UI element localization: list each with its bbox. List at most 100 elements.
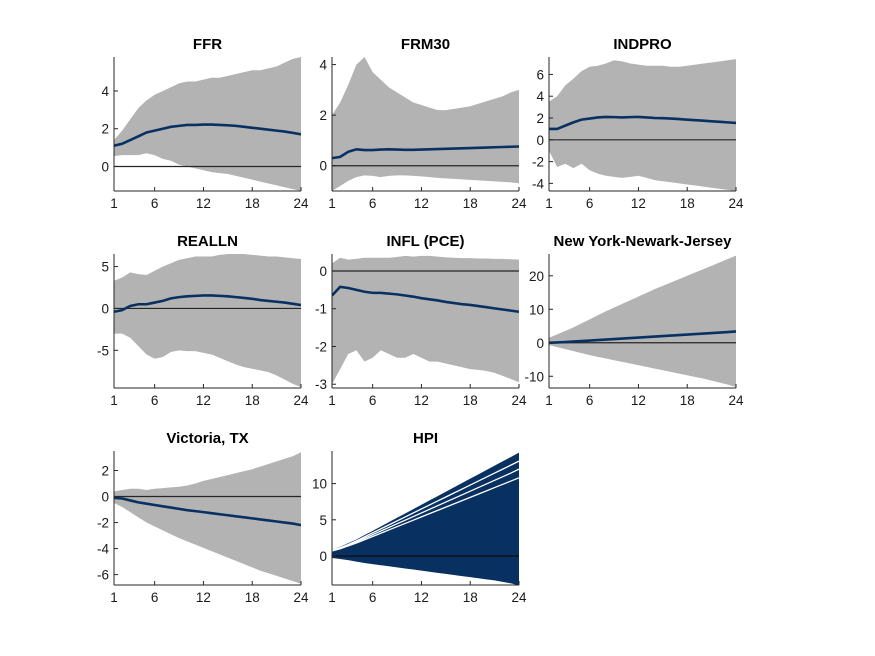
y-tick-label: -2 <box>97 516 109 531</box>
plot-content <box>332 452 519 585</box>
y-tick-label: -4 <box>97 542 109 557</box>
subplot-title: INDPRO <box>613 36 672 53</box>
y-tick-label: 10 <box>312 477 327 492</box>
y-tick-label: 0 <box>536 133 544 148</box>
y-tick-label: 0 <box>101 159 109 174</box>
x-tick-label: 12 <box>196 393 211 408</box>
x-tick-label: 6 <box>151 196 159 211</box>
subplot-5: 1 6 12 18 24 -10 0 10 20 New York-Newark-Jersey <box>524 233 744 408</box>
y-tick-label: 0 <box>319 159 327 174</box>
confidence-band <box>114 254 301 388</box>
impulse-response-line <box>332 285 519 314</box>
x-tick-label: 18 <box>680 196 695 211</box>
confidence-band <box>332 57 519 191</box>
y-tick-label: 0 <box>101 301 109 316</box>
x-tick-label: 24 <box>293 393 309 408</box>
x-tick-label: 12 <box>414 393 429 408</box>
x-tick-label: 18 <box>463 196 478 211</box>
impulse-response-line <box>114 123 301 147</box>
x-tick-label: 6 <box>151 393 159 408</box>
impulse-response-line <box>114 294 301 314</box>
y-tick-label: 4 <box>319 58 327 73</box>
x-tick-label: 24 <box>511 196 527 211</box>
x-tick-label: 24 <box>511 393 527 408</box>
x-tick-label: 6 <box>151 590 159 605</box>
x-tick-label: 18 <box>463 393 478 408</box>
x-tick-label: 12 <box>414 590 429 605</box>
x-tick-label: 18 <box>463 590 478 605</box>
y-tick-label: 2 <box>101 464 109 479</box>
x-tick-label: 24 <box>728 393 744 408</box>
fan-of-lines <box>332 452 519 585</box>
y-tick-label: 2 <box>101 122 109 137</box>
x-tick-label: 12 <box>196 196 211 211</box>
subplot-title: INFL (PCE) <box>386 233 464 250</box>
subplot-title: New York-Newark-Jersey <box>554 233 733 250</box>
x-tick-label: 24 <box>293 196 309 211</box>
y-tick-label: 5 <box>319 513 327 528</box>
x-tick-label: 18 <box>680 393 695 408</box>
x-tick-label: 12 <box>631 393 646 408</box>
x-tick-label: 1 <box>110 196 118 211</box>
x-tick-label: 12 <box>196 590 211 605</box>
subplot-title: REALLN <box>177 233 238 250</box>
impulse-response-line <box>114 496 301 527</box>
x-tick-label: 6 <box>369 196 377 211</box>
confidence-band <box>549 59 736 191</box>
y-tick-label: -4 <box>532 176 544 191</box>
confidence-band <box>549 255 736 387</box>
impulse-response-line <box>549 330 736 345</box>
y-tick-label: -1 <box>315 302 327 317</box>
x-tick-label: 1 <box>110 590 118 605</box>
x-tick-label: 1 <box>545 393 553 408</box>
y-tick-label: -6 <box>97 568 109 583</box>
y-tick-label: -5 <box>97 343 109 358</box>
x-tick-label: 1 <box>110 393 118 408</box>
plot-content <box>549 255 736 387</box>
x-tick-label: 12 <box>631 196 646 211</box>
subplot-title: HPI <box>413 430 438 447</box>
y-tick-label: 0 <box>101 490 109 505</box>
x-tick-label: 12 <box>414 196 429 211</box>
fan-gap-line <box>332 468 519 552</box>
x-tick-label: 18 <box>245 590 260 605</box>
y-tick-label: 0 <box>536 336 544 351</box>
y-tick-label: -2 <box>315 339 327 354</box>
x-tick-label: 1 <box>328 393 336 408</box>
plot-content <box>114 57 301 191</box>
plot-content <box>114 254 301 388</box>
impulse-response-line <box>332 145 519 160</box>
y-tick-label: 2 <box>319 108 327 123</box>
y-tick-label: 20 <box>529 269 544 284</box>
y-tick-label: -10 <box>524 369 544 384</box>
y-tick-label: 0 <box>319 264 327 279</box>
x-tick-label: 24 <box>293 590 309 605</box>
fan-gap-line <box>332 477 519 552</box>
subplot-7: 1 6 12 18 24 0 5 10 HPI <box>312 430 527 605</box>
x-tick-label: 1 <box>328 196 336 211</box>
y-tick-label: 4 <box>536 89 544 104</box>
y-tick-label: 4 <box>101 84 109 99</box>
plot-content <box>549 59 736 191</box>
confidence-band <box>332 255 519 385</box>
x-tick-label: 6 <box>369 393 377 408</box>
subplot-6: 1 6 12 18 24 -6 -4 -2 0 2 Victoria, TX <box>97 430 309 605</box>
x-tick-label: 18 <box>245 196 260 211</box>
y-tick-label: 5 <box>101 260 109 275</box>
subplot-title: Victoria, TX <box>166 430 248 447</box>
plot-content <box>114 452 301 584</box>
subplot-title: FFR <box>193 36 222 53</box>
x-tick-label: 6 <box>586 196 594 211</box>
x-tick-label: 1 <box>545 196 553 211</box>
y-tick-label: 0 <box>319 549 327 564</box>
confidence-band <box>114 452 301 584</box>
subplot-4: 1 6 12 18 24 -3 -2 -1 0 INFL (PCE) <box>315 233 527 408</box>
y-tick-label: -2 <box>532 155 544 170</box>
x-tick-label: 24 <box>728 196 744 211</box>
impulse-response-line <box>549 115 736 131</box>
subplot-3: 1 6 12 18 24 -5 0 5 REALLN <box>97 233 309 408</box>
